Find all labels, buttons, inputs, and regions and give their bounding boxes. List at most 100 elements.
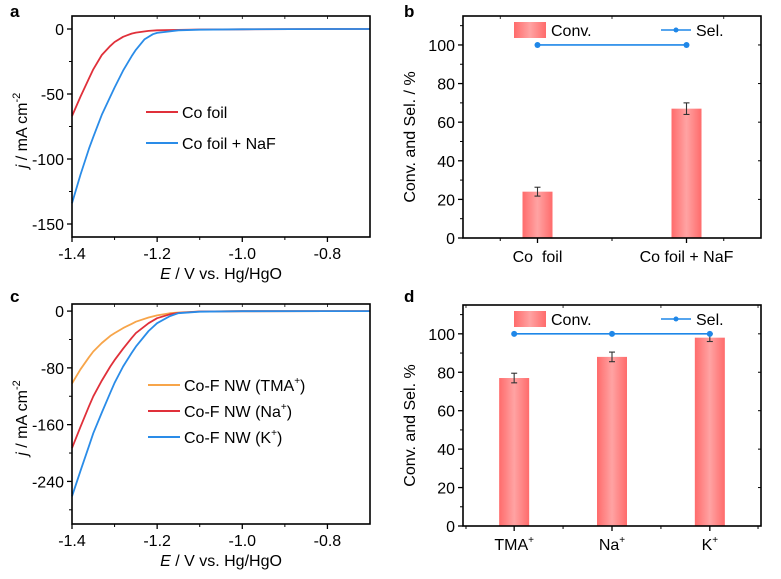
y-tick-label: -240 <box>32 474 64 491</box>
legend-label-text: Co foil + NaF <box>182 136 276 153</box>
series-line-2 <box>71 310 370 497</box>
x-axis-title: E / V vs. Hg/HgO <box>160 553 282 570</box>
x-category-text: Na <box>599 537 620 554</box>
x-category-superscript: + <box>619 535 625 546</box>
legend-swatch-sel-point <box>673 27 679 33</box>
legend-label-text: Co-F NW (Na <box>184 404 281 421</box>
x-tick-label: -1.2 <box>143 246 171 263</box>
panel-c-lsv-chart: -1.4 -1.2 -1.0 -0.8 0 -80 -160 -240 E / V vs. Hg… <box>11 303 371 570</box>
legend-label-0: Co foil <box>182 105 227 122</box>
y-axis-title-superscript: -2 <box>11 380 23 390</box>
x-category-text: Co foil + NaF <box>640 249 734 266</box>
x-category-label: Na+ <box>599 535 625 554</box>
plot-frame <box>71 303 371 525</box>
sel-point <box>609 330 615 337</box>
x-category-text: TMA <box>494 537 528 554</box>
y-tick-label: 20 <box>437 481 455 498</box>
x-category-label: K+ <box>702 535 719 554</box>
y-axis-title-unit: / mA cm <box>14 102 31 164</box>
panel-letter-a: a <box>10 2 20 21</box>
y-tick-label: 0 <box>446 519 455 536</box>
legend-swatch-sel-point <box>673 316 679 322</box>
y-tick-label: 100 <box>428 327 455 344</box>
conv-bar <box>499 378 530 526</box>
panel-letter-b: b <box>404 2 414 21</box>
y-axis-title-symbol: j <box>14 452 31 458</box>
y-tick-label: 80 <box>437 365 455 382</box>
x-tick-label: -0.8 <box>314 246 342 263</box>
y-axis-title: Conv. and Sel. % <box>402 364 419 486</box>
x-category-text: Co foil <box>513 249 563 266</box>
x-category-superscript: + <box>712 535 718 546</box>
x-axis-title-symbol: E <box>160 553 171 570</box>
legend-label-superscript: + <box>294 376 300 387</box>
x-axis-title-unit: / V vs. Hg/HgO <box>171 553 282 570</box>
y-axis-title: j / mA cm-2 <box>11 93 31 171</box>
panel-letter-c: c <box>10 287 19 306</box>
x-tick-label: -1.2 <box>143 533 171 550</box>
legend-label-1: Co foil + NaF <box>182 136 276 153</box>
legend-swatch-conv <box>514 311 546 327</box>
x-category-superscript: + <box>528 535 534 546</box>
y-tick-label: 60 <box>437 404 455 421</box>
conv-bar <box>671 108 702 239</box>
y-tick-label: -150 <box>32 217 64 234</box>
panel-b-bar-chart: 0 20 40 60 80 100 Co foil Co foil + NaF Conv. an… <box>402 15 762 266</box>
y-axis-title-unit: / mA cm <box>14 390 31 452</box>
x-tick-label: -1.0 <box>228 246 256 263</box>
y-tick-label: 0 <box>55 304 64 321</box>
y-axis-title-superscript: -2 <box>11 93 23 103</box>
y-tick-label: -100 <box>32 152 64 169</box>
y-axis-title: j / mA cm-2 <box>11 380 31 458</box>
y-tick-label: -160 <box>32 418 64 435</box>
legend-label-tail: ) <box>277 430 282 447</box>
x-axis-title: E / V vs. Hg/HgO <box>160 266 282 283</box>
x-tick-label: -1.4 <box>58 533 86 550</box>
y-tick-label: 20 <box>437 192 455 209</box>
conv-bar <box>694 337 725 526</box>
legend-label-2: Co-F NW (K+) <box>184 428 282 447</box>
y-tick-label: 100 <box>428 38 455 55</box>
x-tick-label: -0.8 <box>314 533 342 550</box>
legend-label-tail: ) <box>300 378 305 395</box>
legend-label-text: Co foil <box>182 105 227 122</box>
sel-point <box>534 41 541 48</box>
x-category-text: K <box>702 537 713 554</box>
sel-point <box>706 330 713 337</box>
plot-frame <box>462 15 762 239</box>
y-tick-label: 40 <box>437 154 455 171</box>
y-tick-label: 40 <box>437 442 455 459</box>
y-tick-label: -50 <box>41 87 64 104</box>
y-axis-title: Conv. and Sel. / % <box>402 71 419 202</box>
conv-bar <box>597 356 627 526</box>
legend-label-sel: Sel. <box>696 312 724 329</box>
sel-point <box>511 330 518 337</box>
legend-label-text: Co-F NW (TMA <box>184 378 295 395</box>
x-category-label: Co foil + NaF <box>640 249 734 266</box>
y-axis-title-symbol: j <box>14 164 31 170</box>
x-category-label: TMA+ <box>494 535 534 554</box>
legend-label-text: Co-F NW (K <box>184 430 271 447</box>
legend-swatch-conv <box>514 22 546 38</box>
legend-label-1: Co-F NW (Na+) <box>184 402 292 421</box>
sel-point <box>683 41 690 48</box>
y-tick-label: 0 <box>446 231 455 248</box>
legend-label-superscript: + <box>281 402 287 413</box>
x-tick-label: -1.4 <box>58 246 86 263</box>
y-tick-label: -80 <box>41 361 64 378</box>
panel-a-lsv-chart: -1.4 -1.2 -1.0 -0.8 0 -50 -100 -150 E / V vs. Hg… <box>11 15 371 283</box>
y-tick-label: 0 <box>55 22 64 39</box>
conv-bar <box>522 191 553 238</box>
x-category-label: Co foil <box>513 249 563 266</box>
y-tick-label: 60 <box>437 115 455 132</box>
legend-label-sel: Sel. <box>696 23 724 40</box>
series-line-1 <box>71 28 370 204</box>
legend-label-conv: Conv. <box>551 312 592 329</box>
x-tick-label: -1.0 <box>228 533 256 550</box>
legend-label-superscript: + <box>271 428 277 439</box>
y-tick-label: 80 <box>437 77 455 94</box>
x-axis-title-symbol: E <box>160 266 171 283</box>
panel-letter-d: d <box>404 287 414 306</box>
